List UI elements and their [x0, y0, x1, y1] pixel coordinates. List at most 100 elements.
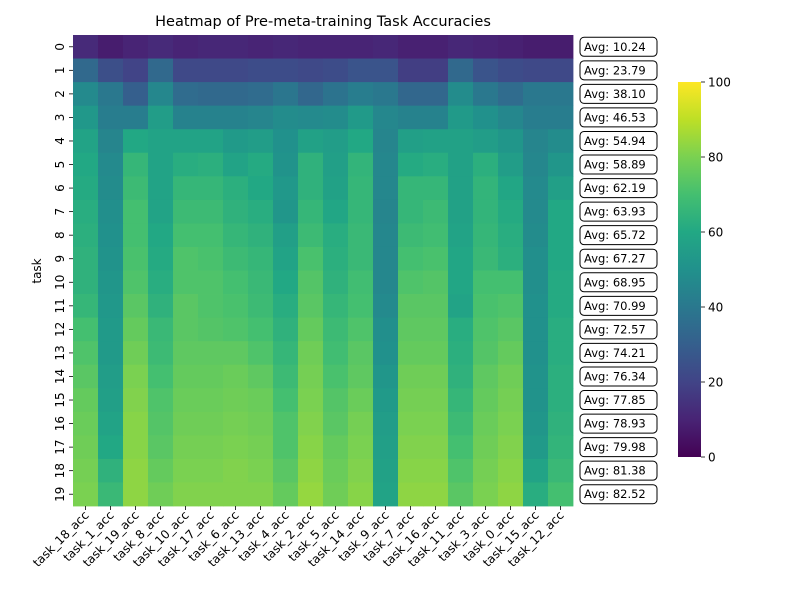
- heatmap-cell: [548, 270, 574, 295]
- heatmap-cell: [498, 58, 524, 83]
- heatmap-cell: [398, 199, 424, 224]
- row-average-box: Avg: 58.89: [579, 154, 658, 175]
- row-average-box: Avg: 67.27: [579, 248, 658, 269]
- row-average-label: Avg: 63.93: [584, 205, 646, 219]
- heatmap-cell: [423, 388, 449, 413]
- heatmap-cell: [73, 364, 99, 389]
- heatmap-cell: [148, 317, 174, 342]
- heatmap-cell: [73, 199, 99, 224]
- heatmap-cell: [173, 411, 199, 436]
- heatmap-cell: [223, 341, 249, 366]
- heatmap-cell: [123, 294, 149, 318]
- heatmap-cell: [523, 176, 549, 201]
- heatmap-cell: [498, 317, 524, 342]
- heatmap-cell: [73, 82, 99, 107]
- heatmap-cell: [123, 482, 149, 507]
- heatmap-cell: [298, 270, 324, 295]
- heatmap-cell: [73, 35, 99, 59]
- heatmap-cell: [373, 341, 399, 366]
- heatmap-cell: [173, 176, 199, 201]
- heatmap-cell: [248, 341, 274, 366]
- heatmap-cell: [498, 246, 524, 271]
- heatmap-cell: [473, 341, 499, 366]
- y-tick-label: 0: [53, 43, 67, 51]
- heatmap-cell: [73, 246, 99, 271]
- heatmap-cell: [373, 82, 399, 107]
- heatmap-cell: [148, 82, 174, 107]
- heatmap-cell: [348, 82, 374, 107]
- heatmap-cell: [473, 35, 499, 59]
- heatmap-cell: [173, 152, 199, 177]
- row-average-label: Avg: 76.34: [584, 369, 646, 383]
- heatmap-cell: [73, 152, 99, 177]
- heatmap-cell: [223, 364, 249, 389]
- row-average-label: Avg: 54.94: [584, 134, 646, 148]
- heatmap-cell: [273, 35, 299, 59]
- heatmap-cell: [523, 152, 549, 177]
- heatmap-cell: [273, 458, 299, 483]
- heatmap-cell: [98, 152, 124, 177]
- heatmap-cell: [548, 482, 574, 507]
- heatmap-cell: [198, 388, 224, 413]
- heatmap-cell: [348, 458, 374, 483]
- heatmap-cell: [273, 58, 299, 83]
- heatmap-cell: [523, 35, 549, 59]
- heatmap-cell: [73, 435, 99, 460]
- heatmap-cell: [548, 82, 574, 107]
- heatmap-cell: [373, 199, 399, 224]
- heatmap-cell: [173, 82, 199, 107]
- heatmap-cell: [248, 176, 274, 201]
- colorbar-gradient: [678, 82, 701, 457]
- heatmap-cell: [548, 35, 574, 59]
- heatmap-cell: [248, 35, 274, 59]
- heatmap-cell: [323, 388, 349, 413]
- heatmap-cell: [248, 294, 274, 318]
- heatmap-cell: [198, 435, 224, 460]
- heatmap-cell: [123, 435, 149, 460]
- heatmap-cell: [148, 388, 174, 413]
- heatmap-cell: [298, 341, 324, 366]
- colorbar-tick-label: 20: [708, 376, 723, 390]
- row-average-label: Avg: 72.57: [584, 322, 646, 336]
- y-axis-label: task: [30, 258, 44, 283]
- heatmap-cell: [198, 458, 224, 483]
- heatmap-cell: [348, 35, 374, 59]
- heatmap-cell: [323, 364, 349, 389]
- heatmap-cell: [548, 411, 574, 436]
- heatmap-cell: [198, 105, 224, 130]
- row-average-box: Avg: 38.10: [579, 83, 658, 104]
- heatmap-cell: [148, 129, 174, 154]
- heatmap-cell: [398, 35, 424, 59]
- heatmap-cell: [298, 105, 324, 130]
- y-tick-label: 12: [53, 322, 67, 337]
- heatmap-cell: [223, 223, 249, 248]
- heatmap-cell: [298, 458, 324, 483]
- heatmap-cell: [448, 458, 474, 483]
- heatmap-cell: [273, 388, 299, 413]
- heatmap-cell: [173, 341, 199, 366]
- heatmap-cell: [398, 411, 424, 436]
- heatmap-cell: [273, 152, 299, 177]
- heatmap-cell: [298, 152, 324, 177]
- heatmap-cell: [323, 105, 349, 130]
- heatmap-cell: [73, 341, 99, 366]
- heatmap-cell: [348, 388, 374, 413]
- heatmap-cell: [498, 176, 524, 201]
- heatmap-cell: [523, 223, 549, 248]
- heatmap-cell: [273, 199, 299, 224]
- colorbar-tick-label: 80: [708, 151, 723, 165]
- y-tick-label: 18: [53, 463, 67, 478]
- y-tick-label: 15: [53, 392, 67, 407]
- row-average-box: Avg: 76.34: [579, 366, 658, 387]
- heatmap-cell: [323, 199, 349, 224]
- heatmap-cell: [448, 294, 474, 318]
- heatmap-cell: [523, 105, 549, 130]
- heatmap-cell: [323, 82, 349, 107]
- heatmap-cell: [448, 364, 474, 389]
- heatmap-cell: [448, 388, 474, 413]
- heatmap-cell: [98, 223, 124, 248]
- heatmap-cell: [473, 223, 499, 248]
- heatmap-cell: [348, 129, 374, 154]
- heatmap-cell: [273, 341, 299, 366]
- heatmap-cell: [548, 458, 574, 483]
